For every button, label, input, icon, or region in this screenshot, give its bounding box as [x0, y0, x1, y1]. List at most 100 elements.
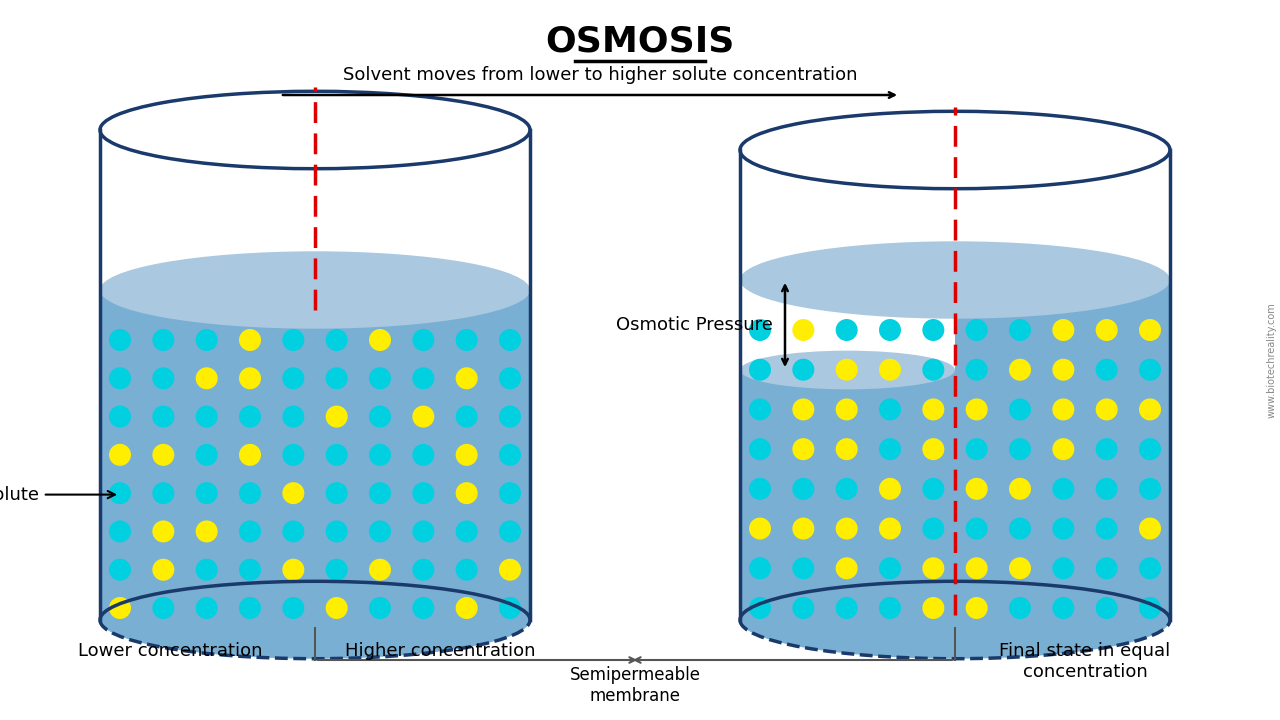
Circle shape: [283, 367, 305, 390]
Circle shape: [109, 521, 131, 542]
Circle shape: [196, 597, 218, 619]
Circle shape: [239, 367, 261, 390]
Circle shape: [1139, 518, 1161, 539]
Circle shape: [369, 559, 390, 581]
Circle shape: [1009, 557, 1030, 580]
Circle shape: [1052, 438, 1074, 460]
Circle shape: [1139, 478, 1161, 500]
Circle shape: [412, 597, 434, 619]
Text: www.biotechreality.com: www.biotechreality.com: [1267, 302, 1277, 418]
Circle shape: [499, 367, 521, 390]
Ellipse shape: [100, 251, 530, 329]
Circle shape: [325, 597, 348, 619]
Circle shape: [749, 478, 771, 500]
Circle shape: [239, 482, 261, 504]
Circle shape: [196, 329, 218, 351]
Circle shape: [1139, 557, 1161, 580]
Circle shape: [1096, 319, 1117, 341]
Circle shape: [456, 444, 477, 466]
Text: Solute: Solute: [0, 485, 115, 503]
Circle shape: [879, 438, 901, 460]
Circle shape: [749, 518, 771, 539]
Circle shape: [456, 597, 477, 619]
Circle shape: [152, 444, 174, 466]
Circle shape: [1139, 597, 1161, 619]
Circle shape: [836, 478, 858, 500]
Circle shape: [1009, 597, 1030, 619]
Circle shape: [456, 329, 477, 351]
Circle shape: [412, 521, 434, 542]
Circle shape: [965, 557, 988, 580]
Circle shape: [923, 359, 945, 381]
Ellipse shape: [740, 581, 1170, 659]
Circle shape: [879, 319, 901, 341]
Circle shape: [412, 444, 434, 466]
Circle shape: [239, 559, 261, 581]
Polygon shape: [100, 290, 530, 620]
Circle shape: [109, 444, 131, 466]
Circle shape: [1009, 398, 1030, 420]
Circle shape: [499, 444, 521, 466]
Circle shape: [792, 597, 814, 619]
Circle shape: [836, 597, 858, 619]
Circle shape: [923, 398, 945, 420]
Circle shape: [749, 398, 771, 420]
Circle shape: [499, 482, 521, 504]
Circle shape: [1052, 597, 1074, 619]
Circle shape: [283, 329, 305, 351]
Ellipse shape: [740, 351, 955, 390]
Circle shape: [109, 482, 131, 504]
Circle shape: [1139, 359, 1161, 381]
Circle shape: [923, 438, 945, 460]
Circle shape: [196, 367, 218, 390]
Circle shape: [283, 559, 305, 581]
Circle shape: [836, 319, 858, 341]
Circle shape: [152, 597, 174, 619]
Text: Semipermeable
membrane: Semipermeable membrane: [570, 666, 700, 705]
Circle shape: [1052, 518, 1074, 539]
Polygon shape: [740, 280, 955, 370]
Circle shape: [152, 405, 174, 428]
Circle shape: [923, 557, 945, 580]
Circle shape: [196, 521, 218, 542]
Text: OSMOSIS: OSMOSIS: [545, 25, 735, 59]
Circle shape: [196, 405, 218, 428]
Circle shape: [1009, 359, 1030, 381]
Circle shape: [369, 329, 390, 351]
Circle shape: [923, 518, 945, 539]
Circle shape: [923, 597, 945, 619]
Ellipse shape: [100, 581, 530, 659]
Circle shape: [109, 559, 131, 581]
Circle shape: [1096, 557, 1117, 580]
Circle shape: [325, 329, 348, 351]
Circle shape: [239, 329, 261, 351]
Circle shape: [239, 521, 261, 542]
Circle shape: [879, 518, 901, 539]
Circle shape: [965, 359, 988, 381]
Circle shape: [965, 597, 988, 619]
Circle shape: [749, 597, 771, 619]
Text: Higher concentration: Higher concentration: [344, 642, 535, 660]
Circle shape: [1009, 438, 1030, 460]
Circle shape: [749, 319, 771, 341]
Circle shape: [879, 398, 901, 420]
Circle shape: [152, 482, 174, 504]
Text: Lower concentration: Lower concentration: [78, 642, 262, 660]
Circle shape: [965, 438, 988, 460]
Circle shape: [836, 557, 858, 580]
Circle shape: [1096, 518, 1117, 539]
Text: Solvent moves from lower to higher solute concentration: Solvent moves from lower to higher solut…: [343, 66, 858, 84]
Circle shape: [325, 405, 348, 428]
Circle shape: [412, 367, 434, 390]
Circle shape: [196, 559, 218, 581]
Circle shape: [196, 444, 218, 466]
Circle shape: [749, 557, 771, 580]
Circle shape: [836, 359, 858, 381]
Circle shape: [412, 405, 434, 428]
Circle shape: [283, 521, 305, 542]
Circle shape: [879, 557, 901, 580]
Circle shape: [325, 367, 348, 390]
Circle shape: [109, 367, 131, 390]
Circle shape: [499, 597, 521, 619]
Circle shape: [325, 482, 348, 504]
